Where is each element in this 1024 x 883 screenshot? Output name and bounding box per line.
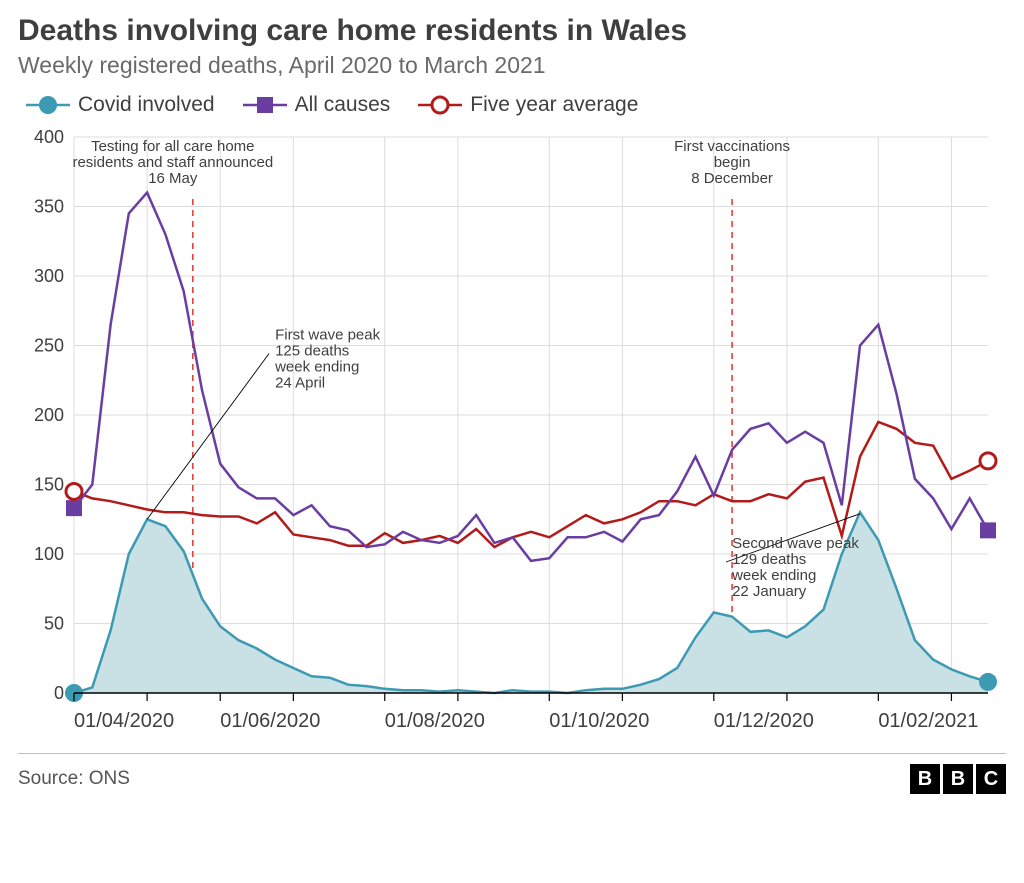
svg-text:129 deaths: 129 deaths [732, 551, 806, 568]
svg-text:300: 300 [34, 266, 64, 286]
bbc-logo: B B C [910, 764, 1006, 794]
svg-text:01/08/2020: 01/08/2020 [385, 710, 485, 732]
chart-title: Deaths involving care home residents in … [18, 14, 1006, 48]
svg-text:350: 350 [34, 197, 64, 217]
svg-text:Testing for all care home: Testing for all care home [91, 138, 254, 155]
marker-covid-end [979, 673, 997, 691]
marker-all-start [66, 500, 82, 516]
legend-label-all: All causes [295, 93, 391, 117]
svg-text:22 January: 22 January [732, 583, 807, 600]
svg-text:First wave peak: First wave peak [275, 327, 381, 344]
svg-text:8 December: 8 December [691, 170, 773, 187]
svg-text:01/12/2020: 01/12/2020 [714, 710, 814, 732]
legend-item-all: All causes [243, 93, 391, 117]
legend-swatch-covid [26, 94, 70, 116]
bbc-b1: B [910, 764, 940, 794]
svg-text:150: 150 [34, 475, 64, 495]
svg-text:50: 50 [44, 614, 64, 634]
chart-svg: 0 50 100 150 200 250 300 350 400 Testing for all … [18, 123, 1006, 743]
svg-text:01/02/2021: 01/02/2021 [878, 710, 978, 732]
svg-text:residents and staff announced: residents and staff announced [72, 154, 273, 171]
marker-all-end [980, 522, 996, 538]
marker-avg-start [66, 483, 82, 499]
series-all-line [74, 193, 988, 561]
bbc-c: C [976, 764, 1006, 794]
svg-text:begin: begin [714, 154, 751, 171]
svg-text:24 April: 24 April [275, 375, 325, 392]
legend-label-covid: Covid involved [78, 93, 215, 117]
marker-avg-end [980, 453, 996, 469]
svg-text:125 deaths: 125 deaths [275, 343, 349, 360]
source-label: Source: ONS [18, 768, 130, 790]
legend-swatch-all [243, 94, 287, 116]
chart-plot-area: 0 50 100 150 200 250 300 350 400 Testing for all … [18, 123, 1006, 743]
svg-text:400: 400 [34, 127, 64, 147]
svg-text:200: 200 [34, 405, 64, 425]
legend-label-avg: Five year average [470, 93, 638, 117]
svg-text:Second wave peak: Second wave peak [732, 535, 859, 552]
bbc-b2: B [943, 764, 973, 794]
svg-text:100: 100 [34, 544, 64, 564]
legend-swatch-avg [418, 94, 462, 116]
svg-text:week ending: week ending [731, 567, 816, 584]
svg-text:01/10/2020: 01/10/2020 [549, 710, 649, 732]
legend-item-avg: Five year average [418, 93, 638, 117]
svg-text:0: 0 [54, 683, 64, 703]
legend-item-covid: Covid involved [26, 93, 215, 117]
svg-text:250: 250 [34, 336, 64, 356]
svg-text:First vaccinations: First vaccinations [674, 138, 790, 155]
svg-text:week ending: week ending [274, 359, 359, 376]
svg-text:01/04/2020: 01/04/2020 [74, 710, 174, 732]
svg-text:16 May: 16 May [148, 170, 198, 187]
svg-text:01/06/2020: 01/06/2020 [220, 710, 320, 732]
legend: Covid involved All causes Five year aver… [18, 93, 1006, 117]
chart-subtitle: Weekly registered deaths, April 2020 to … [18, 52, 1006, 79]
